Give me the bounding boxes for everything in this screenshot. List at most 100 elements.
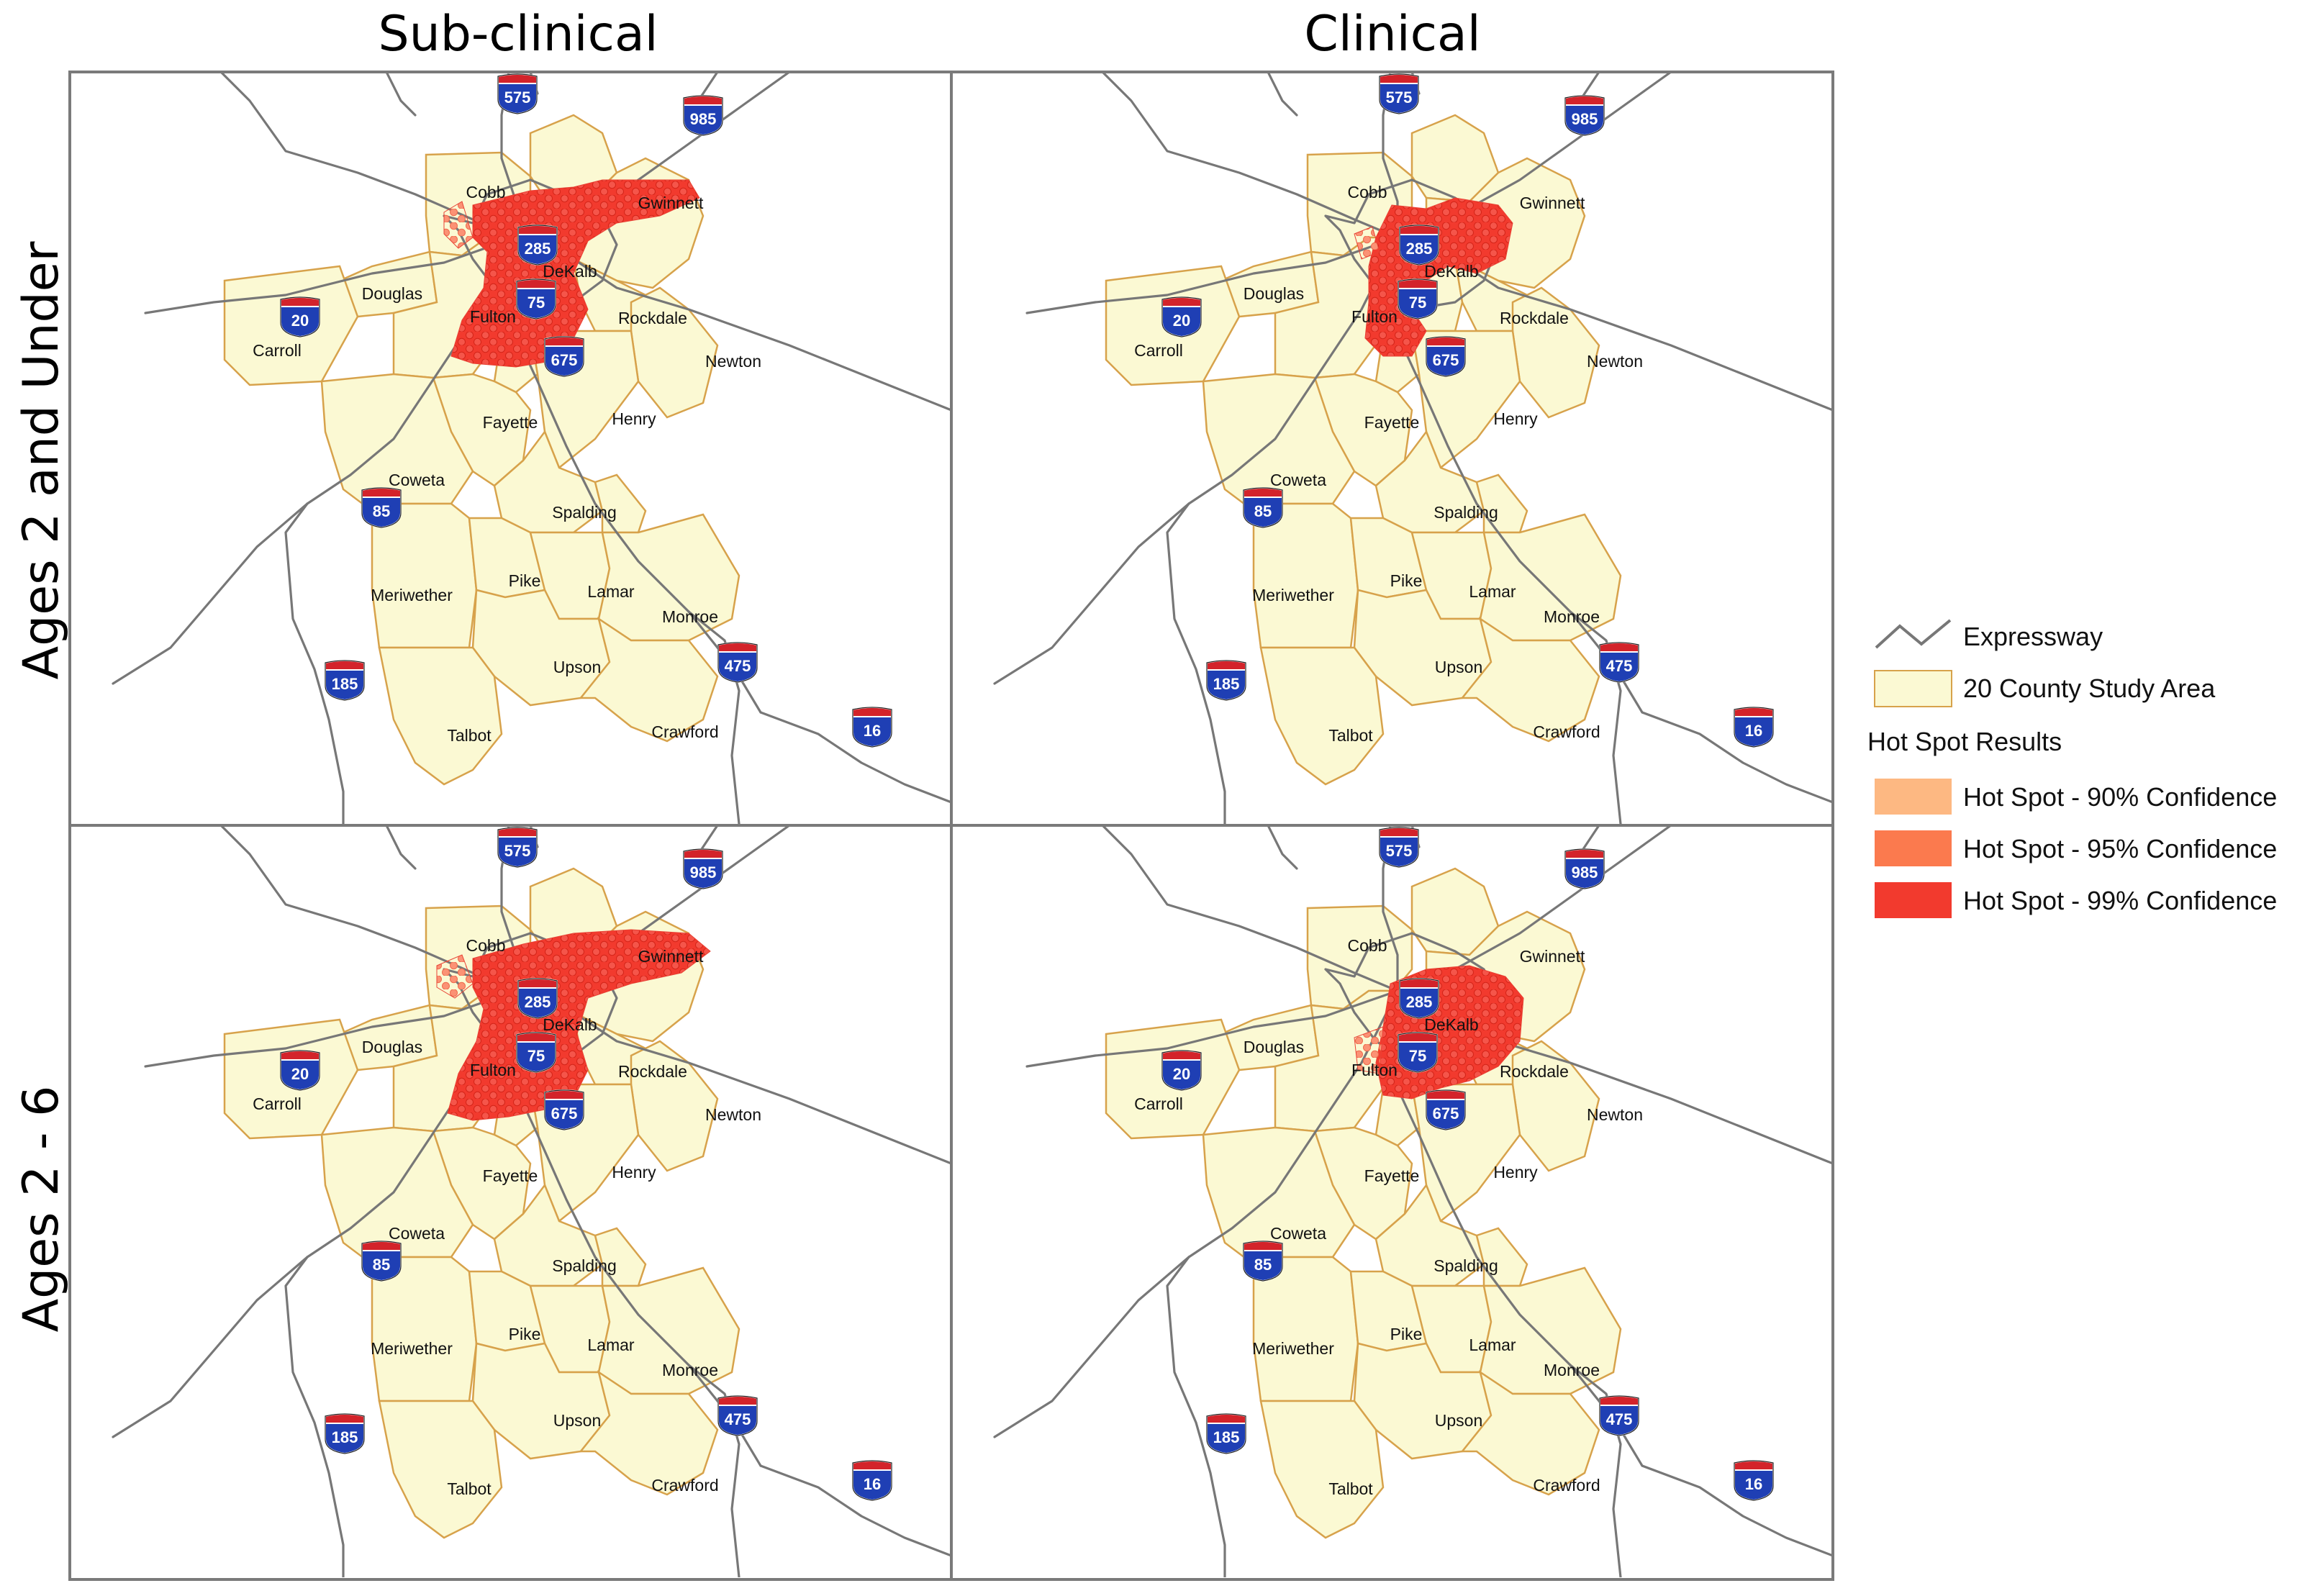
county-label-newton: Newton [1587, 1105, 1643, 1124]
county-label-carroll: Carroll [1134, 341, 1183, 360]
county-label-lamar: Lamar [587, 582, 635, 601]
county-label-monroe: Monroe [662, 607, 718, 626]
county-label-henry: Henry [1493, 1163, 1538, 1182]
county-label-lamar: Lamar [587, 1336, 635, 1354]
interstate-number: 16 [864, 1475, 881, 1493]
county-label-spalding: Spalding [552, 1256, 617, 1275]
county-label-lamar: Lamar [1469, 582, 1516, 601]
county-label-newton: Newton [705, 1105, 761, 1124]
column-title-subclinical: Sub-clinical [378, 6, 658, 63]
county-label-meriwether: Meriwether [1252, 1339, 1334, 1358]
county-label-gwinnett: Gwinnett [1520, 194, 1585, 212]
interstate-number: 675 [1433, 1105, 1459, 1123]
interstate-shield-icon: 16 [853, 707, 892, 747]
interstate-number: 475 [1606, 1410, 1633, 1428]
interstate-shield-icon: 185 [1207, 1414, 1246, 1454]
interstate-number: 16 [1745, 1475, 1762, 1493]
county-label-pike: Pike [509, 1325, 541, 1343]
county-label-carroll: Carroll [253, 341, 302, 360]
interstate-number: 285 [525, 993, 551, 1011]
interstate-shield-icon: 85 [1244, 488, 1282, 527]
legend-study-area-label: 20 County Study Area [1963, 674, 2216, 703]
interstate-shield-icon: 20 [281, 297, 320, 337]
map-panel-sub-2to6: Cobb Gwinnett DeKalb Douglas Fulton Rockdale C… [113, 825, 951, 1577]
interstate-shield-icon: 20 [281, 1051, 320, 1090]
interstate-shield-icon: 575 [498, 828, 537, 867]
hotspot-cluster [1354, 226, 1380, 260]
legend-label-95: Hot Spot - 95% Confidence [1963, 834, 2277, 863]
basemap [995, 72, 1833, 824]
interstate-shield-icon: 20 [1162, 1051, 1201, 1090]
interstate-shield-icon: 575 [1380, 828, 1418, 867]
interstate-shield-icon: 20 [1162, 297, 1201, 337]
interstate-shield-icon: 285 [1400, 225, 1439, 265]
legend-label-90: Hot Spot - 90% Confidence [1963, 782, 2277, 812]
interstate-number: 285 [1406, 993, 1433, 1011]
interstate-number: 75 [527, 294, 545, 312]
county-label-fulton: Fulton [1351, 1061, 1398, 1079]
interstate-number: 475 [1606, 657, 1633, 675]
interstate-number: 85 [373, 1256, 390, 1274]
interstate-shield-icon: 85 [362, 1241, 401, 1281]
interstate-number: 475 [725, 1410, 751, 1428]
county-label-meriwether: Meriwether [371, 1339, 453, 1358]
county-label-henry: Henry [612, 1163, 656, 1182]
hotspot-cluster [1354, 1026, 1384, 1074]
hotspot-cluster [436, 954, 474, 999]
interstate-shield-icon: 75 [517, 1033, 556, 1072]
interstate-number: 20 [1173, 312, 1190, 330]
county-label-fulton: Fulton [1351, 307, 1398, 326]
interstate-shield-icon: 985 [1565, 849, 1604, 889]
interstate-shield-icon: 675 [545, 1090, 584, 1130]
county-label-pike: Pike [509, 571, 541, 590]
interstate-number: 575 [504, 89, 531, 106]
county-label-fulton: Fulton [470, 1061, 516, 1079]
legend-results-title: Hot Spot Results [1867, 727, 2062, 756]
legend: Expressway 20 County Study Area Hot Spot… [1867, 619, 2277, 918]
map-panel-sub-under2: Cobb Gwinnett DeKalb Douglas Fulton Rockdale C… [113, 72, 951, 824]
interstate-shield-icon: 185 [325, 661, 364, 700]
legend-swatch-95 [1875, 830, 1952, 866]
county-label-rockdale: Rockdale [1500, 309, 1569, 327]
county-label-dekalb: DeKalb [543, 1015, 597, 1034]
row-title-2to6: Ages 2 - 6 [13, 1086, 70, 1333]
county-label-spalding: Spalding [552, 503, 617, 522]
county-label-talbot: Talbot [1328, 1479, 1373, 1498]
legend-label-99: Hot Spot - 99% Confidence [1963, 886, 2277, 915]
county-label-monroe: Monroe [662, 1361, 718, 1379]
county-label-newton: Newton [1587, 352, 1643, 371]
county-label-coweta: Coweta [389, 471, 445, 489]
county-label-gwinnett: Gwinnett [638, 947, 704, 966]
legend-swatch-90 [1875, 779, 1952, 815]
county-label-henry: Henry [1493, 409, 1538, 428]
interstate-number: 20 [291, 1065, 309, 1083]
county-label-carroll: Carroll [1134, 1094, 1183, 1113]
interstate-shield-icon: 75 [1398, 279, 1437, 319]
interstate-number: 285 [525, 240, 551, 258]
county-label-gwinnett: Gwinnett [1520, 947, 1585, 966]
basemap [113, 825, 951, 1577]
interstate-number: 985 [690, 863, 717, 881]
interstate-number: 20 [291, 312, 309, 330]
county-label-spalding: Spalding [1433, 1256, 1498, 1275]
county-label-lamar: Lamar [1469, 1336, 1516, 1354]
interstate-number: 675 [551, 351, 578, 369]
column-title-clinical: Clinical [1304, 6, 1480, 63]
interstate-number: 185 [332, 675, 358, 693]
county-label-douglas: Douglas [1244, 1038, 1304, 1056]
county-label-fayette: Fayette [1364, 413, 1420, 432]
county-label-crawford: Crawford [651, 1476, 718, 1495]
county-label-henry: Henry [612, 409, 656, 428]
interstate-shield-icon: 75 [1398, 1033, 1437, 1072]
county-label-fayette: Fayette [483, 1166, 538, 1185]
interstate-number: 85 [373, 502, 390, 520]
interstate-number: 75 [1409, 294, 1426, 312]
interstate-number: 75 [527, 1047, 545, 1065]
interstate-number: 575 [1386, 89, 1413, 106]
interstate-number: 185 [332, 1428, 358, 1446]
interstate-shield-icon: 985 [684, 96, 723, 135]
county-label-crawford: Crawford [1533, 722, 1600, 741]
interstate-shield-icon: 285 [518, 225, 557, 265]
interstate-shield-icon: 475 [1600, 643, 1639, 682]
